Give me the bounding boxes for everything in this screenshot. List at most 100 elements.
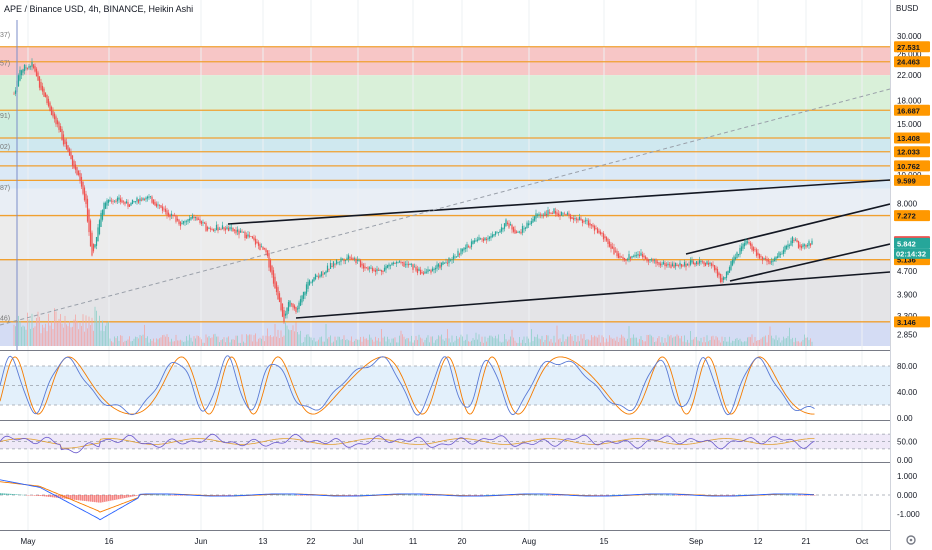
macd-hist-bar xyxy=(654,494,656,496)
candle-body xyxy=(338,261,341,263)
volume-bar xyxy=(331,342,333,346)
macd-hist-bar xyxy=(474,495,476,496)
candle-body xyxy=(784,246,786,252)
volume-bar xyxy=(751,334,753,346)
volume-bar xyxy=(243,341,244,346)
candle-body xyxy=(356,259,359,261)
trend-lines[interactable] xyxy=(0,88,891,326)
volume-bar xyxy=(270,335,271,346)
stoch-rsi-pane[interactable] xyxy=(0,355,890,416)
volume-bar xyxy=(469,341,471,346)
upper-channel-line[interactable] xyxy=(227,179,891,225)
time-tick-label: Oct xyxy=(856,537,869,546)
volume-bar xyxy=(550,339,552,346)
price-level-tags: 27.531 24.463 16.687 13.408 12.033 10.762 9.59… xyxy=(894,41,930,328)
macd-hist-bar xyxy=(674,495,676,496)
macd-hist-bar xyxy=(298,495,300,496)
volume-bar xyxy=(349,340,351,346)
candle-body xyxy=(140,199,143,201)
candle-body xyxy=(535,213,537,219)
volume-bar xyxy=(42,324,43,346)
candle-body xyxy=(710,263,713,266)
candle-body xyxy=(80,176,83,187)
time-tick-label: 15 xyxy=(600,537,609,546)
candle-body xyxy=(290,303,293,305)
macd-hist-bar xyxy=(214,495,216,496)
volume-bar xyxy=(64,315,66,346)
candle-body xyxy=(743,243,746,247)
volume-bar xyxy=(490,335,492,346)
macd-hist-bar xyxy=(716,495,718,496)
volume-bar xyxy=(19,321,21,346)
candle-body xyxy=(592,224,594,227)
candle-body xyxy=(326,265,329,273)
volume-bar xyxy=(477,339,478,346)
candle-body xyxy=(796,239,798,243)
candle-body xyxy=(95,236,98,246)
price-tick-label: 22.000 xyxy=(897,71,922,80)
volume-bar xyxy=(253,335,255,346)
candle-body xyxy=(181,223,183,224)
macd-hist-bar xyxy=(432,495,434,496)
candle-body xyxy=(724,277,726,279)
volume-bar xyxy=(342,339,343,346)
volume-bar xyxy=(262,335,264,346)
price-tick-label: 2.850 xyxy=(897,330,918,339)
volume-bar xyxy=(147,336,148,346)
macd-pane[interactable] xyxy=(0,479,890,521)
macd-hist-bar xyxy=(528,494,530,496)
candle-body xyxy=(115,200,117,202)
macd-hist-bar xyxy=(52,495,54,498)
candle-body xyxy=(397,262,399,264)
volume-bar xyxy=(723,341,724,346)
macd-hist-bar xyxy=(724,495,726,496)
wedge-bottom-line[interactable] xyxy=(729,243,891,282)
candle-body xyxy=(245,234,248,239)
candle-body xyxy=(238,230,240,235)
volume-bar xyxy=(93,330,94,346)
volume-bar xyxy=(30,328,31,346)
candle-body xyxy=(205,222,207,231)
volume-bar xyxy=(63,327,64,346)
candle-body xyxy=(316,276,318,278)
candle-body xyxy=(791,236,794,244)
candle-body xyxy=(620,256,623,258)
volume-bar xyxy=(510,336,511,346)
candle-body xyxy=(691,260,693,263)
volume-bar xyxy=(120,335,121,346)
candle-body xyxy=(68,148,71,156)
candle-body xyxy=(632,256,635,258)
candle-body xyxy=(794,239,797,241)
volume-bar xyxy=(34,326,36,346)
wedge-top-line[interactable] xyxy=(685,203,891,255)
fib-label: 37) xyxy=(0,32,10,39)
candle-body xyxy=(116,197,119,202)
candle-body xyxy=(706,261,708,265)
macd-hist-bar xyxy=(532,494,534,496)
volume-bar xyxy=(169,341,171,346)
macd-hist-bar xyxy=(478,495,480,496)
settings-gear-icon[interactable] xyxy=(906,535,916,545)
price-axis[interactable] xyxy=(890,0,932,550)
candle-body xyxy=(473,240,476,243)
candle-body xyxy=(92,243,95,252)
lower-channel-line[interactable] xyxy=(295,271,891,319)
macd-hist-bar xyxy=(346,495,348,496)
candle-body xyxy=(563,213,566,215)
candle-body xyxy=(652,259,654,262)
volume-bar xyxy=(390,342,391,346)
candle-body xyxy=(515,231,518,233)
candle-body xyxy=(634,254,636,257)
candle-body xyxy=(262,246,264,250)
macd-hist-bar xyxy=(526,494,528,496)
volume-bar xyxy=(481,336,483,346)
volume-bar xyxy=(97,321,99,346)
rsi-pane[interactable] xyxy=(0,433,890,454)
macd-hist-bar xyxy=(220,495,222,496)
candle-body xyxy=(548,212,551,214)
volume-bar xyxy=(616,336,618,346)
volume-bar xyxy=(645,341,646,346)
macd-hist-bar xyxy=(172,495,174,496)
volume-bar xyxy=(768,334,769,346)
